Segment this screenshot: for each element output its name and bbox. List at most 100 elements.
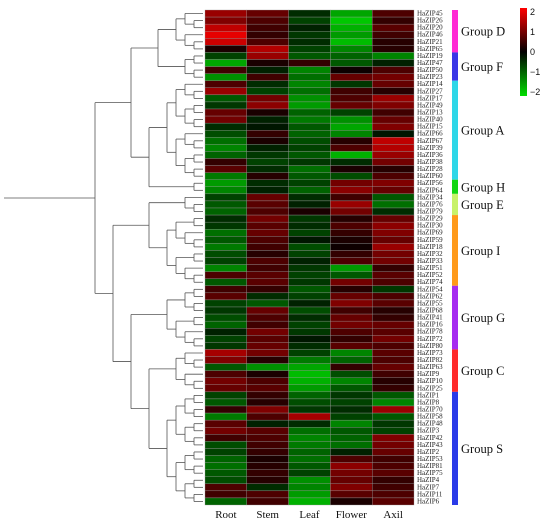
heatmap-cell (330, 179, 373, 187)
heatmap-cell (330, 137, 373, 145)
heatmap-cell (204, 9, 247, 18)
column-label: Stem (256, 509, 279, 521)
row-label: HaZIP69 (417, 229, 443, 237)
heatmap-cell (330, 101, 373, 110)
heatmap-cell (246, 271, 289, 279)
heatmap-cell (288, 87, 331, 96)
heatmap-cell (330, 250, 373, 258)
heatmap-cell (372, 490, 415, 499)
row-label: HaZIP53 (417, 455, 443, 463)
heatmap-cell (372, 335, 415, 343)
row-label: HaZIP76 (417, 200, 443, 208)
heatmap-cell (204, 236, 247, 244)
heatmap-cell (330, 306, 373, 315)
row-label: HaZIP6 (417, 497, 440, 505)
heatmap-cell (330, 483, 373, 492)
row-label: HaZIP25 (417, 384, 443, 392)
heatmap-cell (204, 186, 247, 195)
heatmap-cell (330, 115, 373, 124)
heatmap-cell (204, 434, 247, 442)
heatmap-cell (204, 469, 247, 477)
heatmap-cell (372, 363, 415, 371)
heatmap-cell (372, 299, 415, 308)
heatmap-cell (330, 66, 373, 74)
heatmap-cell (372, 108, 415, 117)
heatmap-cell (330, 16, 373, 25)
heatmap-cell (246, 434, 289, 442)
heatmap-cell (288, 186, 331, 195)
row-label: HaZIP30 (417, 222, 443, 230)
heatmap-cell (204, 363, 247, 371)
heatmap-cell (204, 349, 247, 357)
heatmap-cell (204, 292, 247, 301)
heatmap-cell (288, 391, 331, 400)
heatmap-cell (288, 115, 331, 124)
heatmap-cell (204, 31, 247, 39)
group-bar (452, 80, 458, 180)
row-label: HaZIP21 (417, 38, 443, 46)
heatmap-cell (246, 250, 289, 258)
row-labels: HaZIP45HaZIP26HaZIP20HaZIP46HaZIP21HaZIP… (417, 10, 443, 506)
heatmap-cell (288, 299, 331, 308)
heatmap-cell (330, 469, 373, 477)
heatmap-cell (372, 370, 415, 378)
row-label: HaZIP8 (417, 398, 440, 406)
heatmap-cell (372, 31, 415, 39)
heatmap-cell (204, 80, 247, 88)
heatmap-cell (246, 16, 289, 25)
heatmap-cell (204, 271, 247, 279)
heatmap-cell (288, 38, 331, 46)
row-dendrogram (4, 13, 203, 502)
heatmap-cell (204, 476, 247, 484)
row-label: HaZIP27 (417, 87, 443, 95)
heatmap-cell (330, 278, 373, 286)
heatmap-cell (246, 23, 289, 32)
heatmap-cell (330, 328, 373, 336)
heatmap-cell (204, 172, 247, 180)
heatmap-cell (246, 405, 289, 414)
heatmap-cell (330, 419, 373, 428)
row-label: HaZIP34 (417, 193, 443, 201)
heatmap-cell (330, 490, 373, 499)
row-label: HaZIP14 (417, 80, 443, 88)
heatmap-cell (246, 469, 289, 477)
heatmap-cell (288, 221, 331, 230)
heatmap-cell (330, 151, 373, 159)
heatmap-cell (246, 200, 289, 209)
heatmap-cell (246, 257, 289, 265)
heatmap-cell (246, 285, 289, 294)
row-label: HaZIP39 (417, 144, 443, 152)
row-label: HaZIP19 (417, 52, 443, 60)
heatmap-cell (204, 257, 247, 265)
row-label: HaZIP73 (417, 349, 443, 357)
row-label: HaZIP79 (417, 208, 443, 216)
row-label: HaZIP26 (417, 17, 443, 25)
heatmap-cell (246, 455, 289, 463)
heatmap-cell (204, 130, 247, 138)
heatmap-cell (246, 441, 289, 449)
heatmap-cell (288, 455, 331, 463)
heatmap-cell (246, 419, 289, 428)
heatmap-cell (288, 328, 331, 336)
heatmap-cell (288, 122, 331, 131)
heatmap-cell (246, 490, 289, 499)
heatmap-cell (246, 172, 289, 180)
heatmap-cell (288, 172, 331, 180)
heatmap-cell (330, 448, 373, 456)
heatmap-cell (204, 398, 247, 407)
heatmap-cell (204, 412, 247, 421)
heatmap-cell (288, 108, 331, 117)
heatmap-cell (372, 236, 415, 244)
heatmap-cell (246, 38, 289, 46)
row-label: HaZIP54 (417, 285, 443, 293)
heatmap-cell (372, 278, 415, 286)
row-label: HaZIP20 (417, 24, 443, 32)
heatmap-cell (246, 462, 289, 470)
heatmap-cell (204, 221, 247, 230)
heatmap-cell (330, 363, 373, 371)
heatmap-cell (372, 122, 415, 131)
heatmap-cell (372, 356, 415, 364)
heatmap-cell (330, 335, 373, 343)
heatmap-cell (288, 31, 331, 39)
